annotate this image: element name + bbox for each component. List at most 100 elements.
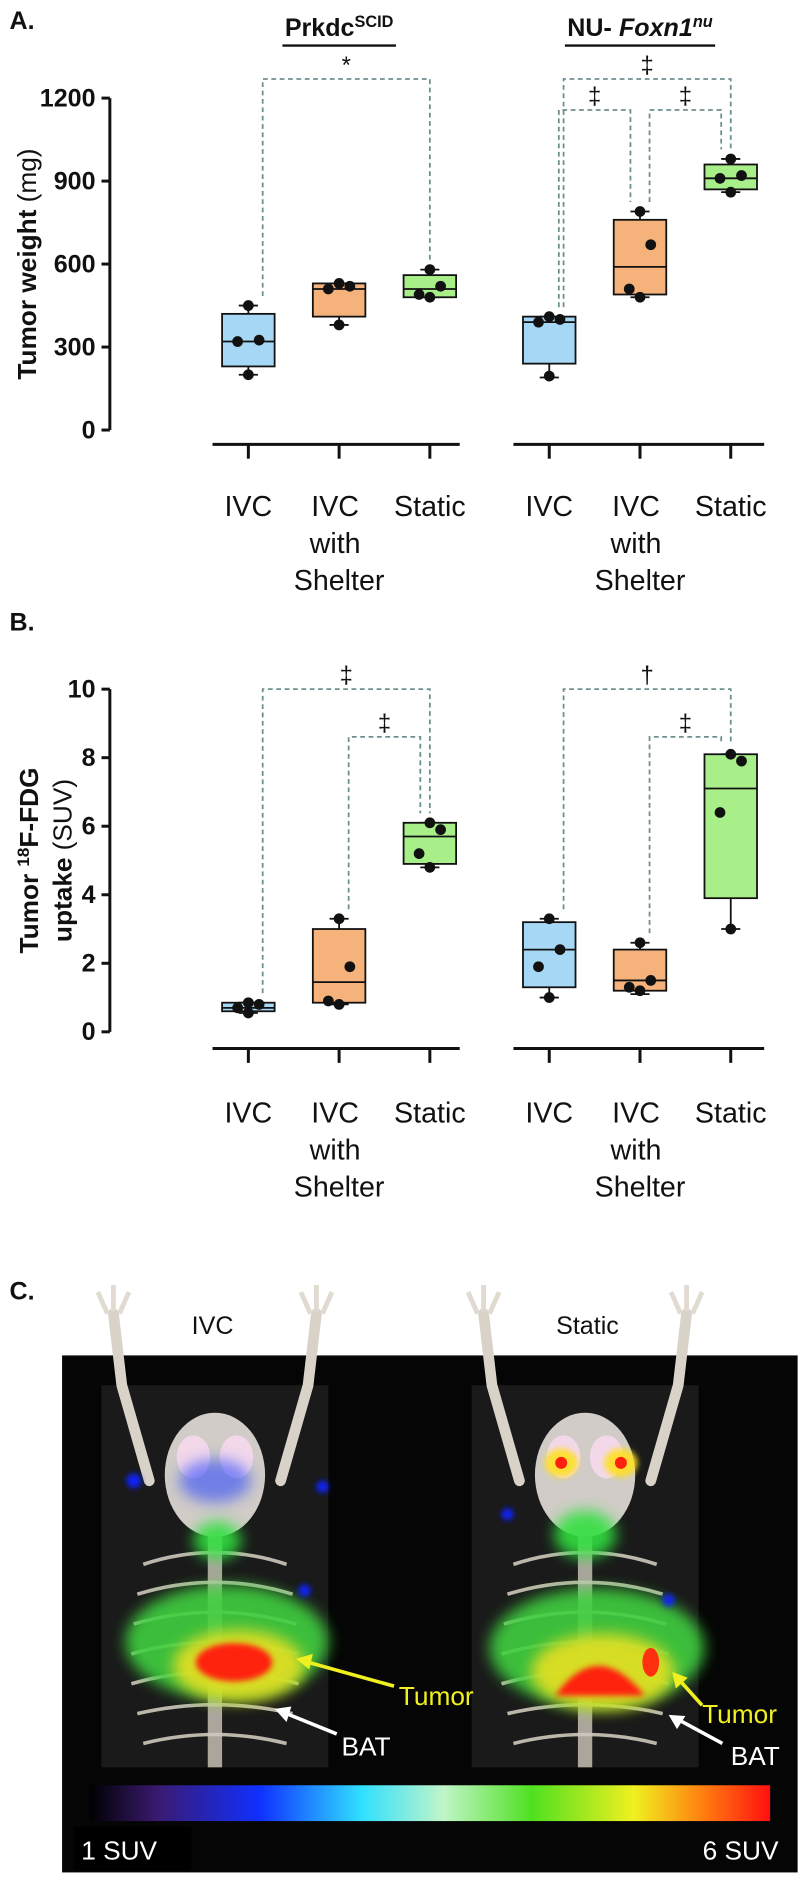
y-axis-label: Tumor weight (mg): [12, 148, 42, 379]
label-line: with: [309, 1135, 369, 1167]
data-point: [623, 283, 635, 295]
x-tick-label: IVC with Shelter: [294, 1098, 385, 1204]
data-point: [543, 311, 555, 322]
data-point: [725, 748, 737, 760]
data-point: [736, 170, 747, 181]
label-part: Tumor: [14, 874, 44, 954]
group-title: NU- Foxn1nu: [567, 13, 712, 42]
label-part: Prkdc: [285, 14, 355, 42]
label-line: Shelter: [294, 565, 385, 597]
x-tick-label: IVC with Shelter: [595, 491, 686, 597]
data-point: [242, 369, 254, 381]
data-point: [253, 999, 265, 1010]
data-point: [424, 861, 436, 873]
label-line: Static: [695, 491, 767, 523]
label-line: IVC: [311, 491, 367, 523]
label-part: Foxn1: [619, 14, 693, 42]
data-point: [242, 1007, 254, 1019]
label-line: Static: [394, 1098, 466, 1130]
annotation: Tumor: [702, 1699, 777, 1729]
box: [311, 928, 367, 1004]
label-box: [74, 1827, 192, 1871]
data-point: [435, 824, 446, 836]
data-point: [322, 283, 334, 295]
data-point: [435, 280, 446, 292]
label-line: with: [610, 1135, 670, 1167]
label-line: IVC: [525, 491, 573, 523]
label-part: uptake: [48, 857, 78, 942]
data-point: [645, 239, 657, 251]
significance-label: †: [641, 662, 654, 689]
label-line: IVC: [224, 1098, 272, 1130]
y-tick-label: 6: [82, 813, 96, 841]
data-point: [736, 755, 747, 767]
data-point: [242, 997, 254, 1009]
data-point: [725, 186, 737, 198]
significance-label: ‡: [679, 710, 692, 737]
data-point: [554, 944, 566, 955]
annotation: Tumor: [399, 1681, 474, 1711]
significance-label: ‡: [340, 662, 353, 689]
label-part: F-FDG: [14, 767, 44, 847]
data-point: [253, 334, 265, 346]
data-point: [322, 995, 334, 1007]
arrows: [274, 1653, 724, 1746]
label-line: Shelter: [595, 1172, 686, 1204]
label-line: IVC: [311, 1098, 367, 1130]
significance-bracket: [562, 688, 732, 910]
column-label: IVC: [192, 1312, 234, 1340]
data-point: [333, 319, 345, 331]
y-axis-label: Tumor 18F-FDG: [14, 767, 45, 953]
significance-label: ‡: [641, 52, 654, 79]
label-part: Tumor weight: [12, 209, 42, 379]
y-tick-label: 1200: [40, 84, 96, 112]
label-part: NU-: [567, 14, 612, 42]
data-point: [543, 370, 555, 382]
data-point: [413, 848, 425, 860]
x-tick-label: Static: [695, 1098, 767, 1130]
colorbar-label: 1 SUV: [81, 1835, 157, 1865]
label-line: with: [309, 528, 369, 560]
box: [703, 753, 758, 900]
significance-bracket: [648, 736, 723, 934]
data-point: [344, 280, 356, 292]
y-axis-label: uptake (SUV): [48, 779, 78, 942]
label-line: Static: [394, 491, 466, 523]
x-tick-label: IVC: [224, 1098, 272, 1130]
x-tick-label: Static: [394, 491, 466, 523]
significance-bracket: [261, 78, 431, 297]
x-tick-label: IVC with Shelter: [294, 491, 385, 597]
data-point: [424, 291, 436, 303]
y-tick-label: 600: [54, 250, 96, 278]
y-tick-label: 10: [68, 676, 96, 704]
x-tick-label: IVC with Shelter: [595, 1098, 686, 1204]
box: [612, 948, 668, 992]
annotation: BAT: [341, 1731, 390, 1761]
data-point: [634, 937, 646, 949]
data-point: [533, 961, 544, 973]
y-tick-label: 0: [82, 416, 96, 444]
x-tick-label: Static: [394, 1098, 466, 1130]
data-point: [714, 807, 726, 818]
significance-bracket: [648, 109, 723, 202]
data-point: [725, 153, 737, 165]
annotation: BAT: [731, 1741, 780, 1771]
data-point: [634, 291, 646, 303]
data-point: [543, 992, 555, 1003]
data-point: [623, 981, 635, 993]
data-point: [333, 999, 345, 1010]
label-part: (mg): [12, 148, 42, 202]
y-tick-label: 900: [54, 167, 96, 195]
colorbar-label: 6 SUV: [703, 1835, 779, 1865]
data-point: [543, 913, 555, 925]
superscript: nu: [693, 13, 713, 31]
label-line: IVC: [525, 1098, 573, 1130]
label-line: IVC: [612, 1098, 668, 1130]
significance-label: ‡: [378, 710, 391, 737]
data-point: [333, 913, 345, 925]
data-point: [725, 923, 737, 935]
data-point: [232, 336, 243, 347]
label-part: (SUV): [48, 779, 78, 850]
